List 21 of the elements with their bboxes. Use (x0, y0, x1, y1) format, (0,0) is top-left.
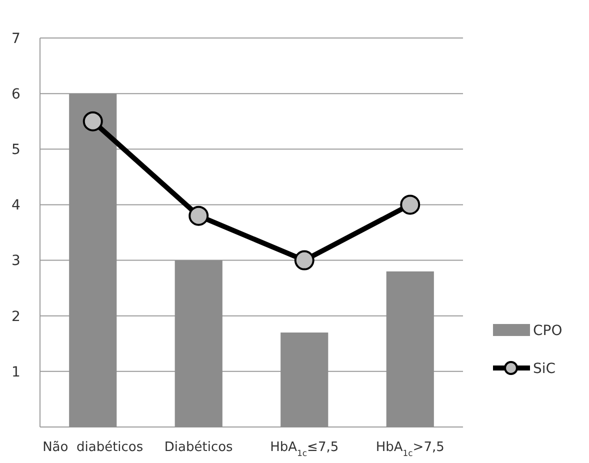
bar (280, 332, 328, 427)
point (400, 194, 420, 215)
x-tick-label: HbA$_{1c}$≤7,5 (270, 440, 339, 458)
bar (69, 94, 117, 427)
x-tick-label: Não diabéticos (42, 440, 144, 455)
y-tick-label: 2 (12, 308, 20, 325)
y-tick-label: 3 (12, 253, 20, 270)
legend-label: SiC (533, 360, 556, 377)
x-tick-label: HbA$_{1c}$>7,5 (376, 440, 444, 458)
point (294, 250, 314, 270)
legend-label: CPO (533, 322, 562, 339)
y-tick-label: 5 (12, 142, 20, 158)
bar (174, 260, 222, 427)
y-tick-label: 4 (12, 198, 21, 214)
y-tick-label: 1 (12, 364, 20, 380)
x-tick-label: Diabéticos (164, 440, 234, 455)
y-tick-label: 7 (12, 30, 20, 47)
point (82, 111, 103, 132)
y-tick-label: 6 (12, 86, 21, 102)
point (188, 206, 209, 226)
bar (386, 271, 434, 427)
